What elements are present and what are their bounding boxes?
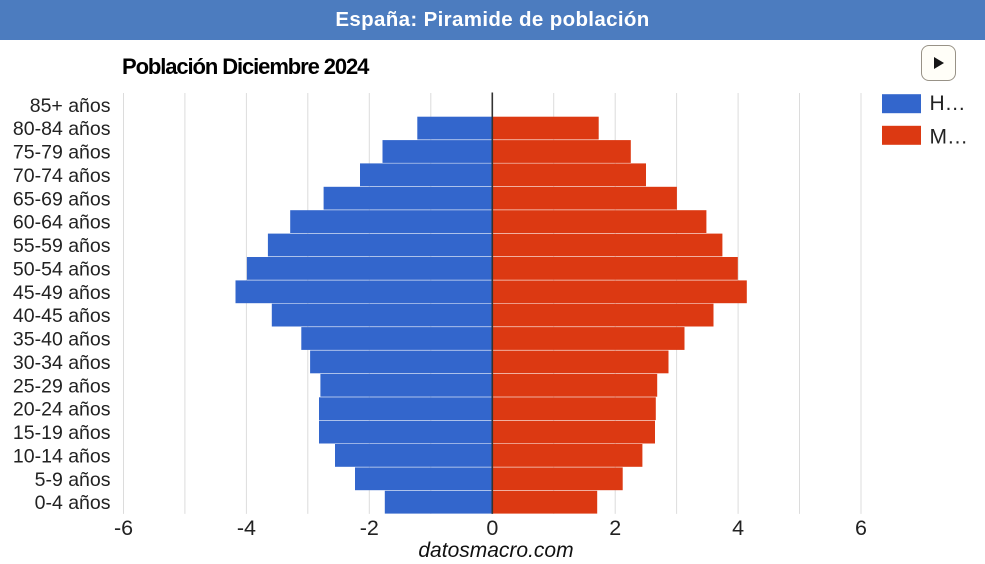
svg-text:15-19 años: 15-19 años (13, 422, 111, 444)
svg-text:45-49 años: 45-49 años (13, 282, 111, 304)
svg-text:35-40 años: 35-40 años (13, 329, 111, 351)
svg-text:50-54 años: 50-54 años (13, 258, 111, 280)
svg-text:85+ años: 85+ años (30, 95, 111, 117)
svg-text:0: 0 (486, 516, 498, 540)
svg-text:40-45 años: 40-45 años (13, 305, 111, 327)
svg-text:55-59 años: 55-59 años (13, 235, 111, 257)
svg-text:2: 2 (609, 516, 621, 540)
svg-text:30-34 años: 30-34 años (13, 352, 111, 374)
svg-text:6: 6 (855, 516, 867, 540)
svg-text:-4: -4 (237, 516, 256, 540)
svg-text:M…: M… (930, 126, 969, 149)
svg-text:80-84 años: 80-84 años (13, 118, 111, 140)
svg-text:10-14 años: 10-14 años (13, 445, 111, 467)
svg-text:60-64 años: 60-64 años (13, 212, 111, 234)
svg-text:0-4 años: 0-4 años (35, 492, 111, 514)
svg-text:75-79 años: 75-79 años (13, 142, 111, 164)
svg-text:-2: -2 (360, 516, 379, 540)
svg-text:25-29 años: 25-29 años (13, 375, 111, 397)
svg-text:-6: -6 (114, 516, 133, 540)
svg-text:4: 4 (732, 516, 744, 540)
svg-text:5-9 años: 5-9 años (35, 469, 111, 491)
svg-text:20-24 años: 20-24 años (13, 399, 111, 421)
svg-text:H…: H… (930, 92, 966, 115)
svg-text:65-69 años: 65-69 años (13, 188, 111, 210)
svg-text:70-74 años: 70-74 años (13, 165, 111, 187)
